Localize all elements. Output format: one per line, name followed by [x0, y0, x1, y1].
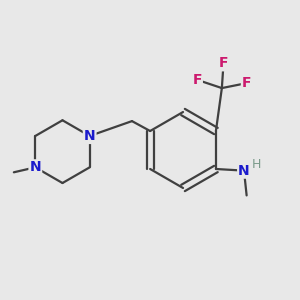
Text: H: H — [252, 158, 261, 171]
Text: F: F — [242, 76, 251, 90]
Text: F: F — [192, 73, 202, 87]
Text: N: N — [29, 160, 41, 174]
Text: N: N — [238, 164, 250, 178]
Text: N: N — [84, 129, 95, 143]
Text: F: F — [219, 56, 228, 70]
